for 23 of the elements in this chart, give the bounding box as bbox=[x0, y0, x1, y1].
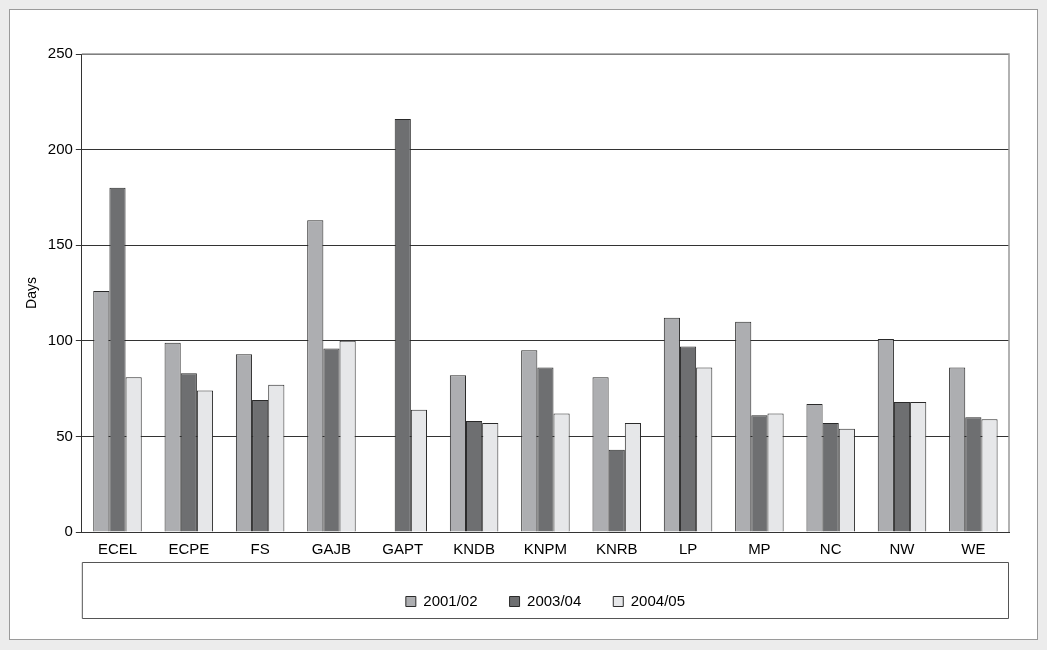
x-tick-label: LP bbox=[678, 540, 698, 558]
legend-label: 2003/04 bbox=[527, 591, 582, 609]
x-tick-label: GAJB bbox=[311, 540, 352, 558]
y-tick-label: 0 bbox=[64, 522, 73, 540]
x-tick-label: GAPT bbox=[382, 540, 424, 558]
x-tick-label: KNDB bbox=[453, 540, 495, 558]
y-axis-title: Days bbox=[23, 277, 40, 309]
y-tick-label: 200 bbox=[47, 139, 73, 157]
x-tick-label: NC bbox=[819, 540, 842, 558]
x-tick-label: ECPE bbox=[168, 540, 210, 558]
x-tick-label: FS bbox=[250, 540, 270, 558]
y-tick-label: 150 bbox=[47, 235, 73, 253]
x-tick-label: WE bbox=[961, 540, 986, 558]
legend-label: 2004/05 bbox=[630, 591, 686, 609]
x-tick-label: KNPM bbox=[523, 540, 568, 558]
legend-label: 2001/02 bbox=[423, 591, 478, 609]
x-tick-label: MP bbox=[748, 540, 771, 558]
x-tick-label: NW bbox=[889, 540, 916, 558]
x-tick-label: ECEL bbox=[97, 540, 138, 558]
y-tick-label: 50 bbox=[56, 426, 73, 444]
x-tick-label: KNRB bbox=[595, 540, 638, 558]
y-tick-label: 250 bbox=[47, 44, 73, 62]
y-tick-label: 100 bbox=[47, 330, 73, 348]
